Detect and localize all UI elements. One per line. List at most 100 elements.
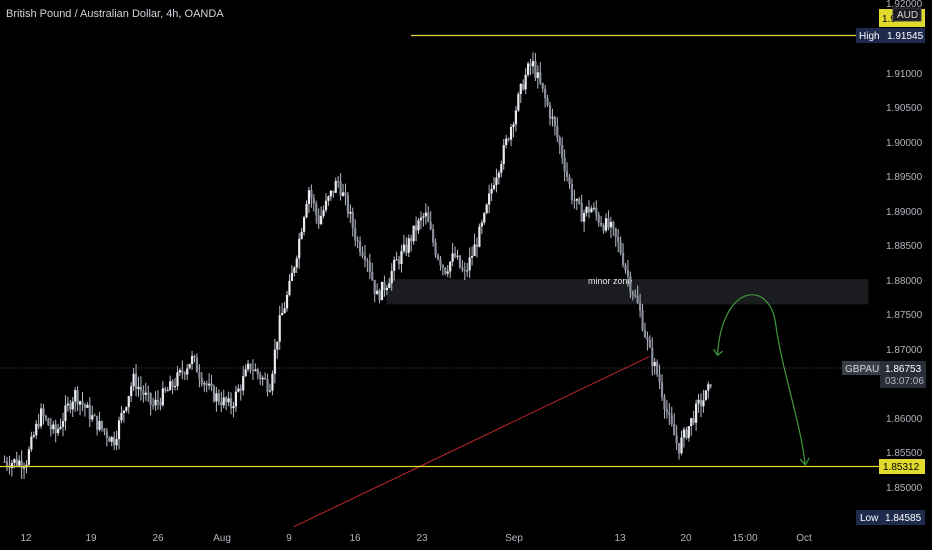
candle-body (147, 392, 150, 394)
candle-body (332, 190, 335, 193)
candle-body (42, 408, 45, 417)
candle-body (604, 218, 608, 231)
candle-body (373, 279, 376, 295)
candle-body (215, 393, 218, 402)
price-tick-label: 1.87000 (886, 345, 923, 356)
candle-body (600, 222, 603, 226)
candle-body (200, 378, 203, 384)
candle-body (69, 403, 72, 410)
candle-body (307, 190, 311, 204)
candle-body (614, 228, 617, 238)
price-tick-label: 1.88000 (886, 276, 923, 287)
candle-body (526, 63, 530, 75)
candle-body (186, 368, 189, 375)
candle-body (193, 355, 196, 358)
candle-body (612, 221, 615, 229)
candle-body (300, 231, 303, 239)
candle-body (434, 242, 437, 256)
candle-body (134, 373, 138, 390)
candle-body (39, 408, 43, 427)
candle-body (98, 421, 101, 430)
candle-body (548, 105, 552, 119)
candle-body (490, 188, 493, 194)
price-tick-label: 1.90500 (886, 103, 923, 114)
candle-body (466, 270, 469, 272)
candle-body (159, 401, 162, 406)
candle-body (429, 222, 432, 230)
candle-body (237, 388, 240, 392)
candle-body (61, 421, 65, 427)
candle-body (592, 207, 595, 209)
candle-body (44, 416, 48, 419)
candle-body (74, 390, 77, 402)
candle-body (449, 261, 452, 272)
candle-body (485, 204, 488, 214)
candle-body (32, 435, 35, 437)
candle-body (390, 270, 393, 284)
candle-body (59, 426, 62, 429)
candle-body (541, 82, 544, 89)
candle-body (514, 110, 518, 125)
candle-body (597, 214, 600, 223)
candle-body (383, 281, 386, 291)
candle-body (546, 98, 549, 106)
candle-body (595, 207, 598, 215)
price-tick-label: 1.87500 (886, 310, 923, 321)
candle-body (553, 117, 556, 126)
candle-body (626, 270, 630, 277)
candle-body (685, 429, 688, 438)
candle-body (663, 397, 666, 410)
candle-body (203, 383, 206, 385)
candle-body (707, 384, 710, 391)
candle-body (190, 355, 194, 364)
candle-body (502, 145, 505, 165)
candle-body (49, 425, 52, 430)
candle-body (651, 347, 654, 367)
candle-body (695, 403, 698, 423)
candle-body (400, 251, 403, 265)
candle-body (349, 211, 352, 214)
low-value: 1.84585 (885, 513, 922, 524)
time-axis[interactable]: 12 19 26 Aug 9 16 23 Sep 13 20 15:00 Oct (20, 533, 812, 544)
candle-body (171, 381, 174, 388)
candle-body (132, 373, 135, 387)
candle-body (492, 185, 496, 189)
candle-body (419, 217, 423, 221)
high-value-badge (883, 28, 925, 43)
price-axis[interactable]: 1.92000 1.91000 1.90500 1.90000 1.89500 1.890… (886, 0, 923, 494)
candle-body (139, 386, 143, 391)
candle-body (551, 117, 554, 119)
candle-body (609, 221, 612, 228)
candle-body (183, 372, 186, 375)
candle-body (18, 460, 21, 466)
trend-line[interactable] (293, 356, 650, 528)
candle-body (410, 238, 413, 242)
currency-label-box[interactable] (892, 7, 922, 22)
candle-body (122, 410, 125, 414)
candle-body (631, 292, 634, 296)
candle-body (670, 415, 673, 425)
candle-body (47, 418, 50, 426)
candle-body (210, 383, 213, 387)
candle-body (91, 415, 94, 420)
candle-body (461, 267, 464, 271)
candle-body (668, 412, 671, 416)
candle-body (278, 315, 281, 342)
candle-body (704, 390, 707, 401)
candle-body (212, 386, 216, 402)
candle-body (376, 290, 379, 295)
candle-body (329, 190, 332, 197)
candle-body (273, 349, 276, 374)
candle-body (15, 459, 18, 466)
projection-arrow[interactable] (716, 294, 806, 466)
candle-body (164, 388, 167, 391)
candle-body (397, 259, 401, 265)
candle-body (619, 242, 622, 253)
candle-body (446, 271, 449, 274)
candle-body (497, 172, 500, 178)
candle-body (568, 176, 571, 184)
candle-body (673, 424, 676, 436)
symbol-badge (842, 361, 880, 375)
candle-body (229, 398, 233, 409)
